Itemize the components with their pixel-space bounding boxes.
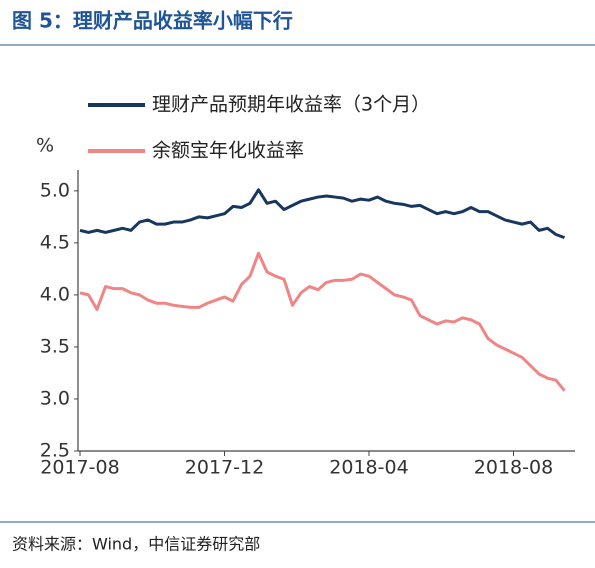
y-tick-label: 4.0 — [40, 283, 70, 305]
y-tick-label: 2.5 — [40, 440, 70, 462]
y-tick-label: 3.0 — [40, 387, 70, 409]
y-tick-label: 5.0 — [40, 179, 70, 201]
y-axis-label: % — [36, 135, 54, 157]
x-tick-label: 2017-12 — [185, 457, 264, 479]
chart-title: 图 5：理财产品收益率小幅下行 — [12, 9, 293, 33]
legend-label: 理财产品预期年收益率（3个月） — [152, 94, 430, 116]
legend-label: 余额宝年化收益率 — [152, 140, 304, 162]
x-tick-label: 2017-08 — [40, 457, 119, 479]
y-tick-label: 3.5 — [40, 335, 70, 357]
series-line — [79, 188, 566, 240]
source: 资料来源：Wind，中信证券研究部 — [12, 535, 260, 554]
x-tick-label: 2018-04 — [329, 457, 408, 479]
series-line — [79, 251, 566, 392]
y-tick-label: 4.5 — [40, 231, 70, 253]
x-tick-label: 2018-08 — [474, 457, 553, 479]
